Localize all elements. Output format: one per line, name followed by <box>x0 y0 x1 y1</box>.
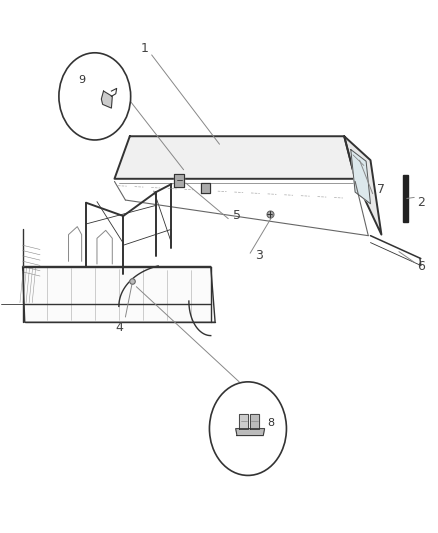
Text: 7: 7 <box>377 183 385 196</box>
Text: 1: 1 <box>141 42 149 55</box>
Text: 8: 8 <box>267 418 274 429</box>
Polygon shape <box>114 136 354 179</box>
Text: 6: 6 <box>416 260 424 273</box>
Polygon shape <box>250 414 258 429</box>
Text: 5: 5 <box>233 209 240 222</box>
Polygon shape <box>22 266 215 322</box>
Polygon shape <box>101 91 112 108</box>
Text: 3: 3 <box>254 249 262 262</box>
Circle shape <box>209 382 286 475</box>
Polygon shape <box>173 174 184 187</box>
Circle shape <box>59 53 131 140</box>
Text: 2: 2 <box>416 196 424 209</box>
Polygon shape <box>235 429 264 435</box>
Polygon shape <box>201 182 209 193</box>
Polygon shape <box>239 414 247 429</box>
Polygon shape <box>350 150 370 204</box>
Polygon shape <box>343 136 381 235</box>
Polygon shape <box>402 174 407 222</box>
Text: 9: 9 <box>78 76 85 85</box>
Text: 4: 4 <box>115 321 123 334</box>
